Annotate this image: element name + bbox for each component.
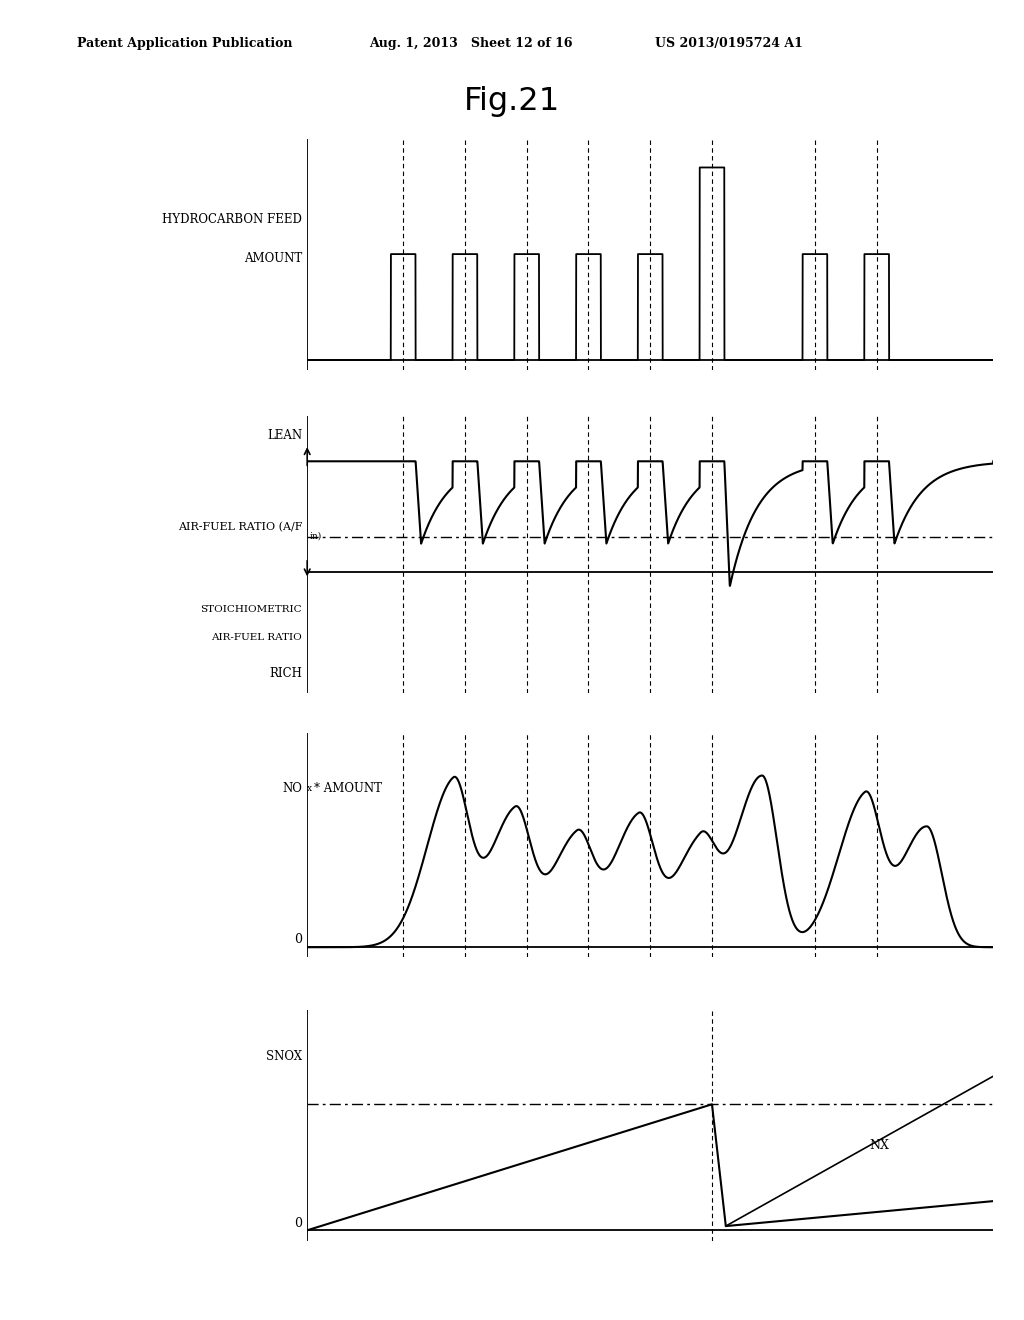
Text: Aug. 1, 2013   Sheet 12 of 16: Aug. 1, 2013 Sheet 12 of 16	[369, 37, 572, 50]
Text: in): in)	[309, 532, 322, 541]
Text: NX: NX	[869, 1139, 890, 1152]
Text: NO: NO	[283, 783, 302, 795]
Text: AMOUNT: AMOUNT	[244, 252, 302, 265]
Text: * AMOUNT: * AMOUNT	[314, 783, 382, 795]
Text: Patent Application Publication: Patent Application Publication	[77, 37, 292, 50]
Text: AIR-FUEL RATIO (A/F: AIR-FUEL RATIO (A/F	[177, 521, 302, 532]
Text: RICH: RICH	[269, 667, 302, 680]
Text: STOICHIOMETRIC: STOICHIOMETRIC	[201, 606, 302, 614]
Text: HYDROCARBON FEED: HYDROCARBON FEED	[162, 213, 302, 226]
Text: LEAN: LEAN	[267, 429, 302, 442]
Text: AIR-FUEL RATIO: AIR-FUEL RATIO	[211, 634, 302, 642]
Text: Fig.21: Fig.21	[464, 86, 560, 116]
Text: x: x	[307, 784, 312, 793]
Text: US 2013/0195724 A1: US 2013/0195724 A1	[655, 37, 803, 50]
Text: 0: 0	[294, 933, 302, 946]
Text: 0: 0	[294, 1217, 302, 1230]
Text: SNOX: SNOX	[266, 1049, 302, 1063]
